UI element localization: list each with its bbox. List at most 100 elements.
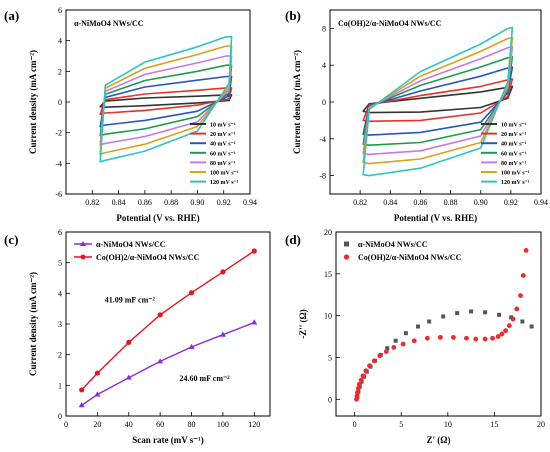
y-tick-label: -6 — [55, 190, 62, 199]
plot-area — [99, 36, 233, 163]
legend-entry: Co(OH)2/α-NiMoO4 NWs/CC — [358, 253, 462, 262]
legend-entry: 10 mV s⁻¹ — [210, 123, 236, 129]
data-point — [126, 339, 132, 345]
data-point — [393, 338, 398, 343]
cv-loop — [362, 66, 514, 136]
y-tick-label: 4 — [322, 61, 326, 70]
data-point — [509, 315, 514, 320]
panel-label: (d) — [285, 232, 301, 247]
data-point — [499, 331, 505, 337]
data-point — [377, 353, 383, 359]
cv-loop — [362, 26, 514, 177]
x-tick-label: 0 — [64, 420, 68, 429]
legend-entry: α-NiMoO4 NWs/CC — [358, 240, 428, 249]
y-tick-label: 5 — [328, 353, 332, 362]
y-axis-title: -Z'' (Ω) — [298, 309, 308, 338]
legend-entry: 10 mV s⁻¹ — [501, 123, 527, 129]
x-tick-label: 20 — [537, 420, 545, 429]
x-tick-label: 0.92 — [217, 198, 231, 207]
y-tick-label: 0 — [328, 395, 332, 404]
data-point — [391, 345, 397, 350]
data-point — [469, 309, 474, 314]
data-point — [411, 338, 417, 344]
data-point — [363, 368, 369, 374]
legend-entry: 120 mV s⁻¹ — [501, 180, 530, 186]
chart-panel-3: (c) 0 20 40 60 80 100 120 0 1 2 3 4 5 6 Scan rate (mV s… — [4, 228, 271, 445]
y-tick-label: 6 — [58, 228, 62, 237]
x-tick-label: 10 — [444, 420, 452, 429]
y-axis-title: Current density (mA cm⁻²) — [28, 50, 38, 154]
y-axis-title: Current density (mA cm⁻²) — [292, 50, 302, 154]
data-point — [514, 306, 520, 312]
data-point — [437, 334, 443, 340]
x-tick-label: 0.82 — [85, 198, 99, 207]
cv-loop — [362, 85, 514, 114]
y-tick-label: 5 — [58, 259, 62, 268]
panel-label: (c) — [4, 232, 18, 247]
data-point — [356, 381, 362, 387]
data-point — [424, 335, 430, 341]
y-tick-label: 1 — [58, 381, 62, 390]
x-tick-label: 0.90 — [474, 198, 488, 207]
chart-panel-1: (a) 0.82 0.84 0.86 0.88 0.90 0.92 0.94 -6 -4 -2 0 2 4… — [4, 6, 257, 223]
x-tick-label: 15 — [490, 420, 498, 429]
data-point — [94, 391, 101, 397]
plot-area — [354, 248, 534, 402]
legend-marker — [343, 254, 350, 260]
x-tick-label: 0.90 — [190, 198, 204, 207]
data-point — [464, 335, 469, 341]
data-point — [497, 312, 502, 317]
y-tick-label: 8 — [322, 24, 326, 33]
legend-entry: 20 mV s⁻¹ — [210, 132, 236, 138]
x-tick-label: 60 — [156, 420, 164, 429]
data-point — [416, 324, 420, 329]
cv-loop — [362, 56, 514, 146]
x-tick-label: 80 — [188, 420, 196, 429]
data-point — [220, 269, 226, 275]
plot-frame — [335, 231, 542, 417]
data-point — [157, 312, 163, 318]
data-point — [251, 248, 257, 254]
data-point — [355, 386, 361, 391]
data-point — [451, 334, 456, 340]
plot-area — [362, 26, 514, 177]
y-tick-label: 0 — [322, 98, 326, 107]
cv-loop — [99, 94, 233, 108]
data-point — [529, 324, 534, 329]
data-point — [482, 336, 488, 342]
cv-loop — [99, 75, 233, 128]
chart-panel-4: (d) 0 5 10 15 20 0 5 10 15 20 Z' (Ω) -Z'' (Ω) α-NiMoO… — [285, 228, 545, 445]
x-tick-label: 0 — [353, 420, 357, 429]
y-tick-label: 15 — [324, 270, 332, 279]
slope-annotation: 24.60 mF cm⁻² — [180, 374, 231, 383]
x-tick-label: 0.92 — [504, 198, 518, 207]
x-tick-label: 100 — [217, 420, 229, 429]
x-axis-title: Z' (Ω) — [427, 435, 451, 445]
y-tick-label: -4 — [319, 135, 326, 144]
x-axis-title: Scan rate (mV s⁻¹) — [132, 435, 204, 445]
data-point — [495, 334, 501, 339]
x-axis-title: Potential (V vs. RHE) — [116, 213, 199, 223]
y-tick-label: 0 — [58, 412, 62, 421]
legend-entry: 80 mV s⁻¹ — [210, 161, 236, 167]
y-axis-title: Current density (mA cm⁻²) — [28, 272, 38, 376]
x-tick-label: 0.88 — [164, 198, 178, 207]
data-point — [355, 390, 360, 395]
legend-entry: 40 mV s⁻¹ — [210, 142, 236, 148]
x-tick-label: 0.86 — [413, 198, 427, 207]
legend-entry: 40 mV s⁻¹ — [501, 142, 527, 148]
cv-loop — [99, 36, 233, 163]
y-tick-label: 10 — [324, 312, 332, 321]
data-point — [441, 314, 446, 319]
data-point — [79, 387, 85, 393]
y-tick-label: 2 — [58, 351, 62, 360]
panel-title: Co(OH)2/α-NiMoO4 NWs/CC — [338, 19, 442, 28]
chart-panel-2: (b) 0.82 0.84 0.86 0.88 0.90 0.92 0.94 -8 -4 0 4 8 Po… — [285, 8, 548, 223]
data-point — [78, 402, 85, 408]
data-point — [503, 328, 508, 334]
x-tick-label: 0.94 — [243, 198, 257, 207]
legend-marker — [80, 254, 86, 260]
legend-marker — [80, 241, 86, 246]
cv-loop — [99, 87, 233, 116]
legend-entry: 120 mV s⁻¹ — [210, 180, 239, 186]
